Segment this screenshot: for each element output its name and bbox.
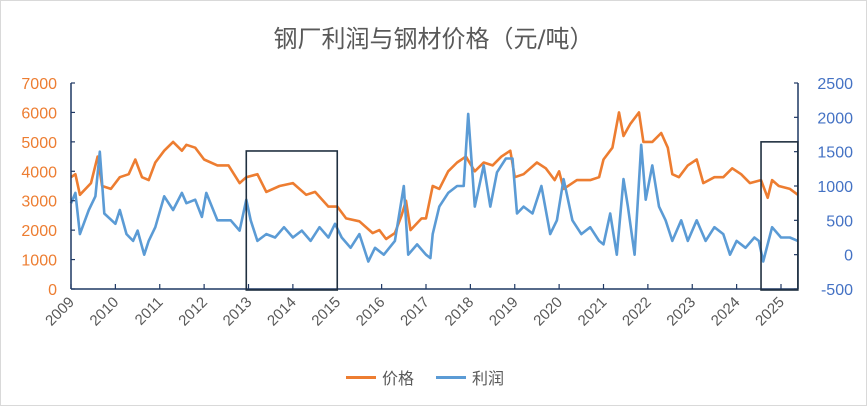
right-axis-tick-label: 500 <box>826 213 853 230</box>
legend-item-profit: 利润 <box>436 365 504 389</box>
x-axis-tick-label: 2020 <box>530 294 566 330</box>
left-axis-tick-label: 5000 <box>21 135 57 152</box>
series-line-price <box>70 111 799 241</box>
left-axis-tick-label: 4000 <box>21 164 57 181</box>
left-axis-tick-label: 3000 <box>21 194 57 211</box>
legend: 价格 利润 <box>346 365 504 389</box>
right-axis-tick-label: 1000 <box>817 179 853 196</box>
left-axis-tick-label: 2000 <box>21 223 57 240</box>
highlight-box-1 <box>245 150 339 291</box>
x-axis-tick-label: 2015 <box>308 294 344 330</box>
legend-swatch-profit <box>436 375 467 379</box>
right-axis-tick-label: -500 <box>821 282 853 299</box>
x-axis-tick-label: 2014 <box>264 294 300 330</box>
x-axis-tick-label: 2017 <box>397 294 433 330</box>
x-axis-tick-label: 2023 <box>663 294 699 330</box>
x-axis-tick-label: 2016 <box>353 294 389 330</box>
x-axis-tick-label: 2013 <box>220 294 256 330</box>
x-axis-tick-label: 2011 <box>132 294 167 329</box>
legend-label-price: 价格 <box>382 369 415 388</box>
highlight-box-2 <box>760 141 799 291</box>
x-axis-tick-label: 2018 <box>442 294 478 330</box>
x-axis-tick-label: 2009 <box>42 294 78 330</box>
x-axis-tick-label: 2019 <box>486 294 522 330</box>
left-axis-tick-label: 1000 <box>21 253 57 270</box>
left-axis-tick-label: 6000 <box>21 105 57 122</box>
series-line-profit <box>69 112 799 263</box>
chart-title: 钢厂利润与钢材价格（元/吨） <box>273 25 594 53</box>
right-axis-tick-label: 2500 <box>817 76 853 93</box>
x-axis-tick-label: 2010 <box>87 294 123 330</box>
right-axis-tick-label: 1500 <box>817 145 853 162</box>
right-axis-tick-label: 0 <box>844 248 853 265</box>
left-axis-tick-label: 7000 <box>21 76 57 93</box>
x-axis-tick-label: 2025 <box>752 294 788 330</box>
legend-label-profit: 利润 <box>472 369 505 388</box>
right-axis-tick-label: 2000 <box>817 110 853 127</box>
left-axis-tick-label: 0 <box>48 282 57 299</box>
x-axis-tick-label: 2021 <box>575 294 611 330</box>
legend-item-price: 价格 <box>346 365 414 389</box>
x-axis-tick-label: 2024 <box>708 294 744 330</box>
legend-swatch-price <box>346 375 376 379</box>
x-axis-tick-label: 2012 <box>175 294 211 330</box>
x-axis-tick-label: 2022 <box>619 294 655 330</box>
